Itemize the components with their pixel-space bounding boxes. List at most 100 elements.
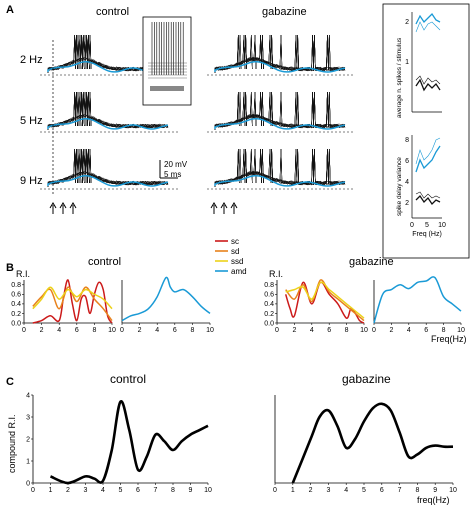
- inset-top-control-line: [415, 78, 441, 92]
- stimulus-arrow: [230, 202, 238, 214]
- panel-c-title-control: control: [110, 372, 146, 386]
- scale-bar-voltage: 20 mV: [164, 160, 188, 169]
- r-i-axis-label: R.I.: [16, 269, 30, 279]
- row-label-9hz: 9 Hz: [20, 175, 43, 187]
- y-tick-label: 0.0: [264, 320, 274, 327]
- series-amd-line: [373, 276, 462, 324]
- series-ssd-line: [285, 281, 365, 319]
- series-sc-line: [32, 279, 113, 324]
- y-tick-label: 0.6: [11, 292, 21, 299]
- inset-top-control-error: [415, 75, 441, 85]
- inset-bottom-ylabel: spike delay variance: [396, 157, 403, 216]
- x-tick-label: 6: [380, 487, 384, 494]
- inset-xtick-10: 10: [438, 222, 446, 229]
- inset-bottom-ytick-4: 4: [405, 179, 409, 186]
- x-tick-label: 8: [190, 327, 194, 334]
- x-tick-label: 4: [155, 327, 159, 334]
- control-5hz-sweep: [47, 91, 169, 130]
- x-tick-label: 4: [344, 487, 348, 494]
- control-5hz-mean-trace: [47, 117, 169, 130]
- x-tick-label: 10: [457, 327, 465, 334]
- x-tick-label: 2: [66, 487, 70, 494]
- panel-a-letter: A: [6, 4, 14, 16]
- freq-axis-label: Freq(Hz): [431, 334, 467, 344]
- plot-b-control-amd: 0 2 4 6 8 10: [120, 276, 214, 334]
- x-tick-label: 4: [101, 487, 105, 494]
- y-tick-label: 0.4: [11, 301, 21, 308]
- inset-top-gabazine-line: [415, 12, 441, 25]
- inset-bottom-gabazine-error: [415, 137, 441, 165]
- panel-b-letter: B: [6, 262, 14, 274]
- x-tick-label: 0: [120, 327, 124, 334]
- control-9hz-sweep: [47, 148, 169, 187]
- inset-bottom-ytick-8: 8: [405, 137, 409, 144]
- y-tick-label: 0: [26, 480, 30, 487]
- panel-c-letter: C: [6, 376, 14, 388]
- scale-bar: 20 mV 5 ms: [159, 160, 188, 179]
- r-i-axis-label: R.I.: [269, 269, 283, 279]
- inset-bottom-gabazine-line: [415, 145, 441, 173]
- control-5hz-sweep: [47, 91, 169, 130]
- right-inset: 2 1 average n. spikes / stimulus 8 6 4 2…: [382, 3, 470, 259]
- y-tick-label: 3: [26, 414, 30, 421]
- scale-bar-time: 5 ms: [164, 170, 181, 179]
- x-tick-label: 2: [389, 327, 393, 334]
- inset-xtick-0: 0: [410, 222, 414, 229]
- x-tick-label: 6: [75, 327, 79, 334]
- inset-bottom-ytick-2: 2: [405, 200, 409, 207]
- x-tick-label: 5: [119, 487, 123, 494]
- x-tick-label: 8: [345, 327, 349, 334]
- x-tick-label: 6: [424, 327, 428, 334]
- x-tick-label: 4: [407, 327, 411, 334]
- x-tick-label: 10: [204, 487, 212, 494]
- x-tick-label: 2: [309, 487, 313, 494]
- y-tick-label: 0.8: [264, 282, 274, 289]
- x-tick-label: 10: [360, 327, 368, 334]
- y-tick-label: 1: [26, 458, 30, 465]
- gabazine-voltage-traces: [207, 34, 355, 190]
- x-tick-label: 4: [57, 327, 61, 334]
- y-tick-label: 0.2: [264, 311, 274, 318]
- y-tick-label: 0.4: [264, 301, 274, 308]
- gabazine-5hz-mean-trace: [214, 117, 346, 130]
- y-tick-label: 4: [26, 392, 30, 399]
- raster-inset: [142, 16, 192, 106]
- x-tick-label: 9: [189, 487, 193, 494]
- control-9hz-mean-trace: [47, 174, 169, 187]
- x-tick-label: 4: [310, 327, 314, 334]
- inset-bottom-control-error: [415, 191, 441, 199]
- compound-ri-line: [291, 402, 454, 484]
- legend-label-amd: amd: [231, 267, 247, 276]
- x-tick-label: 0: [275, 327, 279, 334]
- x-tick-label: 2: [292, 327, 296, 334]
- stimulus-arrow: [220, 202, 228, 214]
- inset-bottom-ytick-6: 6: [405, 158, 409, 165]
- x-tick-label: 10: [449, 487, 457, 494]
- stimulus-arrow: [59, 202, 67, 214]
- x-tick-label: 0: [31, 487, 35, 494]
- panel-b-title-gabazine: gabazine: [349, 256, 394, 268]
- y-tick-label: 0.8: [11, 282, 21, 289]
- x-tick-label: 0: [273, 487, 277, 494]
- legend: sc sd ssd amd: [215, 237, 247, 276]
- inset-xtick-5: 5: [425, 222, 429, 229]
- inset-bottom-control-line: [415, 194, 441, 206]
- freq-axis-label: freq(Hz): [417, 495, 450, 505]
- x-tick-label: 8: [442, 327, 446, 334]
- plot-b-control-multi: 0 2 4 6 8 10 0.8 0.6 0.4 0.2 0.0 R.I.: [11, 269, 116, 334]
- x-tick-label: 10: [206, 327, 214, 334]
- x-tick-label: 6: [327, 327, 331, 334]
- panel-a: A control gabazine 2 Hz 5 Hz 9 Hz 20 mV …: [6, 3, 470, 259]
- legend-label-sc: sc: [231, 237, 239, 246]
- control-9hz-sweep: [47, 148, 169, 187]
- x-tick-label: 3: [84, 487, 88, 494]
- x-tick-label: 6: [136, 487, 140, 494]
- x-tick-label: 8: [171, 487, 175, 494]
- stimulus-arrow: [210, 202, 218, 214]
- x-tick-label: 7: [398, 487, 402, 494]
- x-tick-label: 3: [326, 487, 330, 494]
